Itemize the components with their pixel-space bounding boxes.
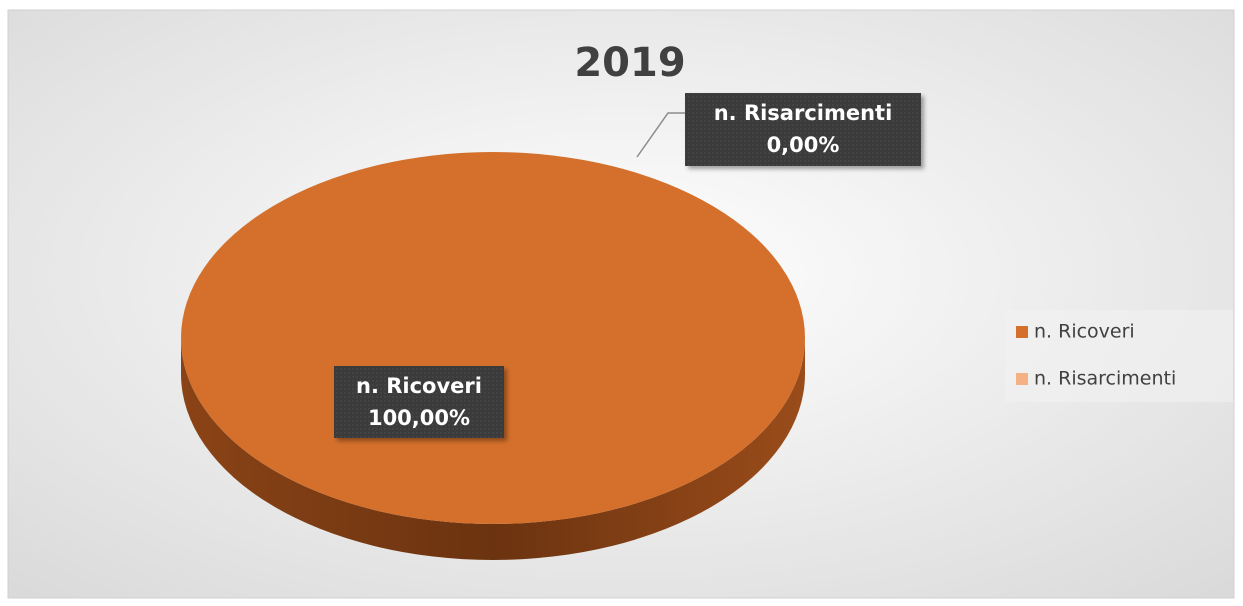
legend-background [1005,310,1233,402]
chart-title: 2019 [574,40,685,86]
legend-swatch [1016,373,1028,385]
legend-label: n. Risarcimenti [1034,368,1176,390]
data-label-category: n. Ricoveri [356,374,482,398]
data-labels: n. Ricoveri 100,00% n. Risarcimenti 0,00% [334,93,921,438]
data-label-box [685,93,921,166]
pie [181,152,805,560]
pie-side [181,338,805,560]
data-label-category: n. Risarcimenti [714,101,893,125]
legend-label: n. Ricoveri [1034,321,1135,343]
data-label-value: 0,00% [767,133,840,157]
leader-line [636,112,685,158]
data-label-value: 100,00% [368,406,470,430]
legend-swatch [1016,326,1028,338]
legend: n. Ricoveri n. Risarcimenti [1005,310,1233,402]
data-label-box [334,366,504,438]
